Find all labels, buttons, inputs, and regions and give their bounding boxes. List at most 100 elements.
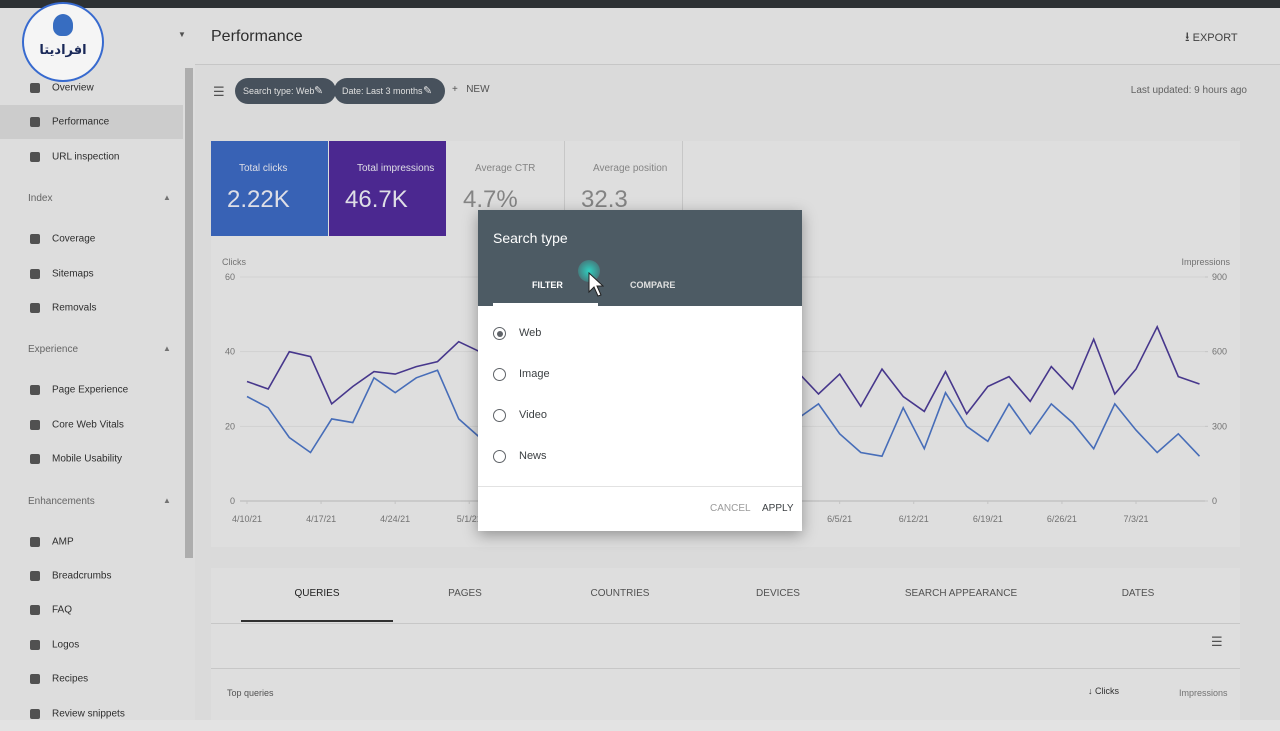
column-header[interactable]: ↓ Clicks xyxy=(1088,686,1120,696)
nav-icon xyxy=(30,419,40,430)
nav-icon xyxy=(30,151,40,162)
metric-value: 2.22K xyxy=(227,186,290,213)
nav-item[interactable]: Logos xyxy=(0,628,183,662)
nav-item[interactable]: FAQ xyxy=(0,593,183,627)
apply-button[interactable]: APPLY xyxy=(762,503,794,514)
metric-value: 32.3 xyxy=(581,186,628,213)
nav-item[interactable]: Removals xyxy=(0,291,183,325)
nav-item[interactable]: Mobile Usability xyxy=(0,442,183,476)
collapse-caret[interactable]: ▲ xyxy=(163,193,171,203)
nav-label: FAQ xyxy=(52,604,73,616)
export-button[interactable]: ⭳ EXPORT xyxy=(1185,29,1238,44)
table-filter-icon[interactable]: ☰ xyxy=(1211,634,1223,649)
y-tick-label: 0 xyxy=(230,496,235,506)
dropdown-caret[interactable]: ▼ xyxy=(178,30,186,39)
nav-item[interactable]: Review snippets xyxy=(0,697,183,731)
tab[interactable]: COUNTRIES xyxy=(590,588,650,599)
metric-card[interactable]: Total impressions 46.7K xyxy=(329,141,446,236)
x-tick-label: 4/10/21 xyxy=(232,514,262,524)
nav-item[interactable]: Performance xyxy=(0,105,183,140)
dialog: Search type FILTER COMPARE CANCEL APPLY … xyxy=(478,210,802,531)
metric-value: 4.7% xyxy=(463,186,518,213)
metric-label: Average CTR xyxy=(475,163,536,174)
nav-label: URL inspection xyxy=(52,151,120,163)
dialog-header: Search type FILTER COMPARE xyxy=(478,210,802,306)
top-bar xyxy=(0,0,1280,8)
nav-item[interactable]: Page Experience xyxy=(0,373,183,407)
nav-icon xyxy=(30,536,40,547)
new-label: NEW xyxy=(466,84,490,95)
collapse-caret[interactable]: ▲ xyxy=(163,495,171,505)
filter-chip[interactable]: Search type: Web xyxy=(235,78,337,104)
scrollbar xyxy=(185,68,193,558)
y2-tick-label: 600 xyxy=(1212,347,1227,357)
tab[interactable]: PAGES xyxy=(448,588,482,599)
tab[interactable]: DEVICES xyxy=(756,588,800,599)
nav-icon xyxy=(30,268,40,279)
y2-tick-label: 900 xyxy=(1212,272,1227,282)
y-tick-label: 20 xyxy=(225,421,235,431)
section-title: Enhancements xyxy=(28,495,95,507)
option-label: News xyxy=(519,450,547,462)
tab[interactable]: SEARCH APPEARANCE xyxy=(904,588,1018,599)
nav-item[interactable]: Recipes xyxy=(0,662,183,696)
radio-button xyxy=(493,327,506,340)
nav-label: Review snippets xyxy=(52,708,125,720)
export-label: EXPORT xyxy=(1192,32,1238,44)
dialog-tab[interactable]: COMPARE xyxy=(630,280,676,290)
column-header[interactable]: Impressions xyxy=(1179,688,1228,698)
metric-label: Average position xyxy=(593,163,668,174)
nav-item[interactable]: Sitemaps xyxy=(0,257,183,291)
nav-item[interactable]: Overview xyxy=(0,71,183,105)
nav-icon xyxy=(30,708,40,719)
section-title: Experience xyxy=(28,344,79,356)
new-filter[interactable]: + NEW xyxy=(452,84,490,95)
nav-label: AMP xyxy=(52,536,74,548)
x-tick-label: 6/26/21 xyxy=(1047,514,1077,524)
metric-card[interactable]: Total clicks 2.22K xyxy=(211,141,328,236)
tab[interactable]: QUERIES xyxy=(294,588,340,599)
column-header: Top queries xyxy=(227,688,274,698)
nav-item[interactable]: Breadcrumbs xyxy=(0,559,183,593)
nav-label: Removals xyxy=(52,302,97,314)
tab-indicator xyxy=(241,620,393,622)
divider xyxy=(478,486,802,487)
radio-button xyxy=(493,409,506,422)
nav-label: Core Web Vitals xyxy=(52,419,124,431)
nav-label: Logos xyxy=(52,639,80,651)
radio-button xyxy=(493,368,506,381)
nav-label: Coverage xyxy=(52,233,96,245)
nav-item[interactable]: AMP xyxy=(0,525,183,559)
nav-item[interactable]: Coverage xyxy=(0,222,183,256)
divider xyxy=(211,623,1240,624)
nav-label: Sitemaps xyxy=(52,268,94,280)
nav-icon xyxy=(30,674,40,685)
filter-chip[interactable]: Date: Last 3 months xyxy=(334,78,445,104)
y2-tick-label: 300 xyxy=(1212,421,1227,431)
tab[interactable]: DATES xyxy=(1121,588,1155,599)
table-panel xyxy=(211,568,1240,720)
divider xyxy=(211,668,1240,669)
cancel-button[interactable]: CANCEL xyxy=(710,503,751,514)
x-tick-label: 6/19/21 xyxy=(973,514,1003,524)
nav-item[interactable]: URL inspection xyxy=(0,140,183,174)
logo[interactable]: افرادیتا xyxy=(22,2,104,82)
dialog-tab[interactable]: FILTER xyxy=(532,280,563,290)
nav-icon xyxy=(30,571,40,581)
metric-label: Total clicks xyxy=(239,163,288,174)
collapse-caret[interactable]: ▲ xyxy=(163,344,171,354)
header: Performance ⭳ EXPORT xyxy=(195,8,1280,65)
nav-label: Breadcrumbs xyxy=(52,570,112,582)
nav-label: Mobile Usability xyxy=(52,453,123,465)
nav-label: Overview xyxy=(52,82,94,94)
dialog-title: Search type xyxy=(493,230,568,246)
nav-item[interactable]: Core Web Vitals xyxy=(0,408,183,442)
filter-icon[interactable]: ☰ xyxy=(213,84,225,99)
nav-icon xyxy=(30,605,40,616)
option-label: Image xyxy=(519,368,550,380)
nav-label: Recipes xyxy=(52,673,89,685)
page-title: Performance xyxy=(211,28,303,45)
y-tick-label: 40 xyxy=(225,347,235,357)
metric-label: Total impressions xyxy=(357,163,435,174)
nav-icon xyxy=(30,117,40,128)
